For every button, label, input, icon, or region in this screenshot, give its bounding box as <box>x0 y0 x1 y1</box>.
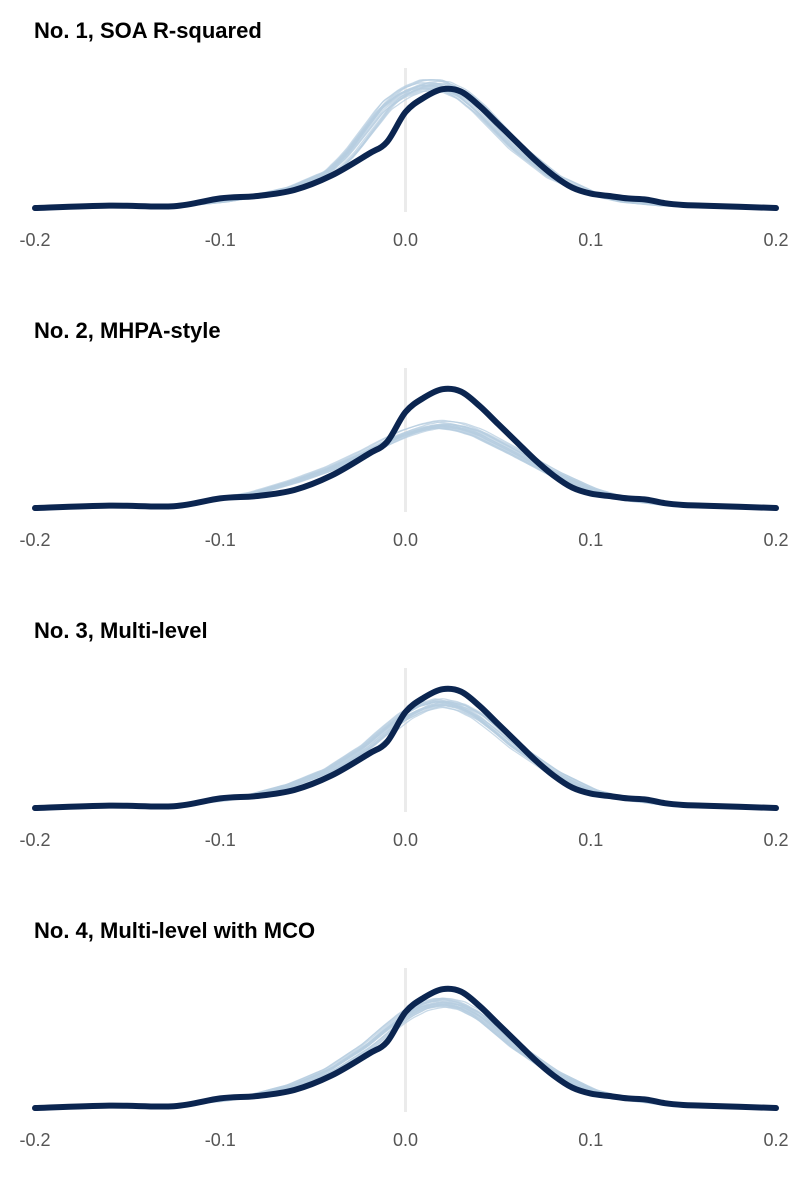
panel-title: No. 1, SOA R-squared <box>34 18 262 43</box>
x-tick-label: 0.0 <box>393 230 418 250</box>
density-plot: -0.2 -0.1 0.0 0.1 0.2 <box>19 368 789 550</box>
x-tick-label: -0.2 <box>19 830 50 850</box>
x-tick-label: -0.2 <box>19 230 50 250</box>
x-tick-label: 0.1 <box>578 1130 603 1150</box>
panel-title: No. 4, Multi-level with MCO <box>34 918 316 943</box>
panel-title: No. 3, Multi-level <box>34 618 208 643</box>
observed-density-line <box>32 985 779 1111</box>
x-tick-label: 0.1 <box>578 530 603 550</box>
x-tick-label: -0.1 <box>205 830 236 850</box>
panel-title: No. 2, MHPA-style <box>34 318 221 343</box>
observed-density-line <box>32 385 779 511</box>
density-panel-4: No. 4, Multi-level with MCO -0.2 -0.1 0.0 0… <box>0 900 800 1200</box>
x-tick-label: 0.0 <box>393 1130 418 1150</box>
x-tick-label: 0.0 <box>393 530 418 550</box>
x-tick-label: 0.2 <box>763 230 788 250</box>
density-plot: -0.2 -0.1 0.0 0.1 0.2 <box>19 968 789 1150</box>
x-tick-label: -0.2 <box>19 530 50 550</box>
density-plot: -0.2 -0.1 0.0 0.1 0.2 <box>19 668 789 850</box>
observed-density-line <box>32 85 779 211</box>
density-panel-3: No. 3, Multi-level -0.2 -0.1 0.0 0.1 0.2 <box>0 600 800 900</box>
x-tick-label: 0.0 <box>393 830 418 850</box>
x-tick-label: 0.2 <box>763 830 788 850</box>
x-tick-label: -0.1 <box>205 530 236 550</box>
density-panel-2: No. 2, MHPA-style -0.2 -0.1 0.0 0.1 0.2 <box>0 300 800 600</box>
density-panel-1: No. 1, SOA R-squared -0.2 -0.1 0.0 0.1 0.2 <box>0 0 800 300</box>
x-tick-label: -0.2 <box>19 1130 50 1150</box>
x-tick-label: 0.2 <box>763 530 788 550</box>
observed-density-line <box>32 685 779 811</box>
density-plot: -0.2 -0.1 0.0 0.1 0.2 <box>19 68 789 250</box>
x-tick-label: -0.1 <box>205 230 236 250</box>
x-tick-label: 0.2 <box>763 1130 788 1150</box>
x-tick-label: 0.1 <box>578 230 603 250</box>
x-tick-label: -0.1 <box>205 1130 236 1150</box>
x-tick-label: 0.1 <box>578 830 603 850</box>
